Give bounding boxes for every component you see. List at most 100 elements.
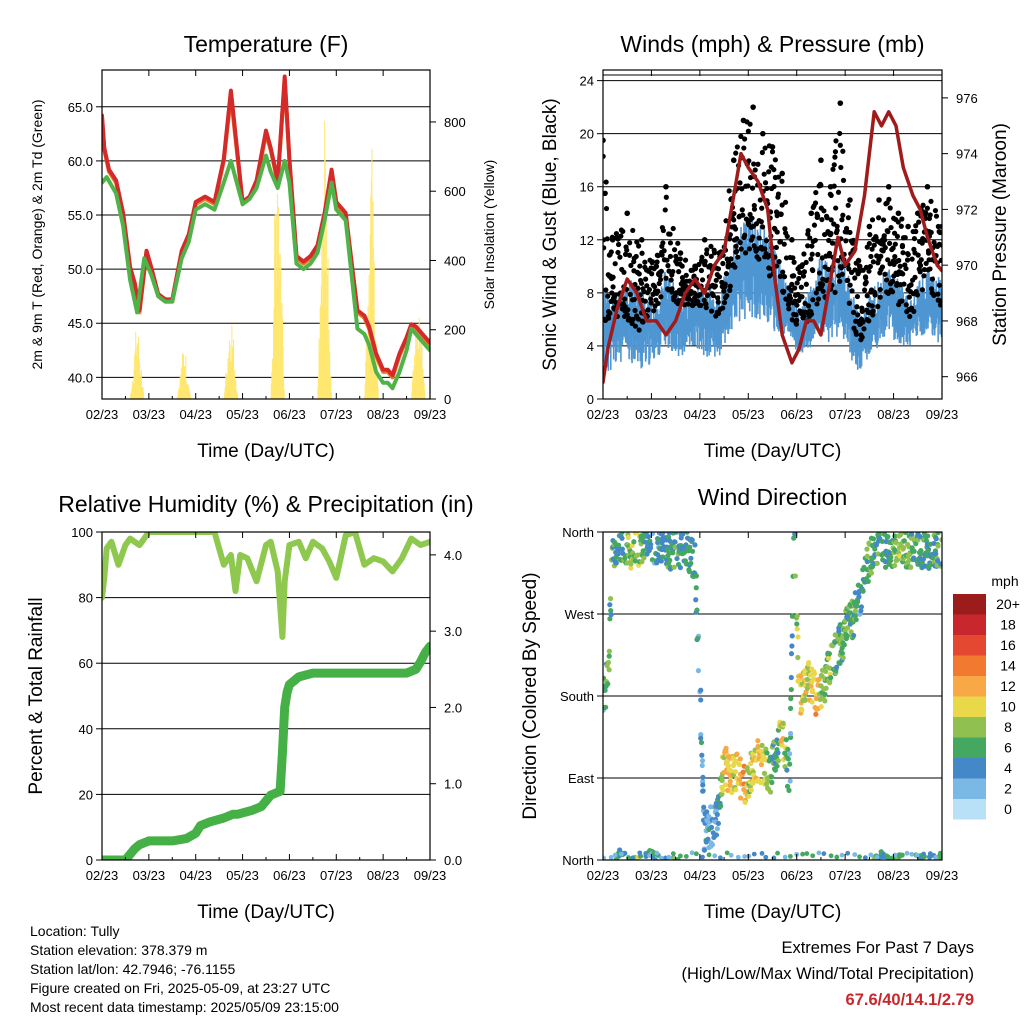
direction-point bbox=[775, 758, 781, 764]
gust-point bbox=[866, 268, 872, 274]
gust-point bbox=[928, 198, 934, 204]
y-tick-label: 50.0 bbox=[68, 262, 93, 277]
gust-point bbox=[911, 308, 917, 314]
gust-point bbox=[939, 242, 942, 248]
gust-point bbox=[670, 268, 676, 275]
direction-point bbox=[645, 534, 651, 540]
gust-point bbox=[645, 307, 651, 313]
gust-point bbox=[699, 277, 706, 283]
direction-point bbox=[735, 854, 741, 860]
y-tick-label: 16 bbox=[580, 180, 594, 195]
direction-point bbox=[666, 854, 672, 860]
y-axis-label: Direction (Colored By Speed) bbox=[520, 572, 541, 819]
gust-point bbox=[745, 128, 751, 134]
direction-point bbox=[713, 832, 720, 838]
gust-point bbox=[919, 287, 925, 293]
direction-point bbox=[742, 799, 748, 805]
gust-point bbox=[724, 293, 730, 299]
gust-point bbox=[640, 319, 646, 325]
gust-point bbox=[875, 303, 881, 310]
gust-point bbox=[832, 154, 838, 160]
direction-point bbox=[628, 561, 634, 567]
direction-point bbox=[706, 852, 712, 858]
direction-point bbox=[925, 548, 931, 554]
direction-point bbox=[607, 602, 613, 608]
direction-point bbox=[693, 851, 699, 857]
colorbar-swatch bbox=[953, 758, 986, 779]
panel-temperature: 02/23 03/23 04/23 05/23 06/23 07/23 08/23 09/23… bbox=[29, 31, 497, 462]
gust-point bbox=[676, 269, 682, 275]
gust-point bbox=[778, 211, 784, 217]
gust-point bbox=[756, 256, 762, 262]
gust-point bbox=[869, 246, 875, 252]
series-direction bbox=[603, 532, 942, 860]
gust-point bbox=[895, 210, 902, 217]
direction-point bbox=[826, 655, 832, 661]
direction-point bbox=[844, 625, 851, 631]
direction-point bbox=[694, 607, 700, 613]
x-tick-label: 03/23 bbox=[133, 407, 166, 422]
gust-point bbox=[766, 169, 772, 175]
direction-point bbox=[659, 539, 665, 545]
gust-point bbox=[885, 257, 891, 263]
gust-point bbox=[818, 182, 824, 188]
gust-point bbox=[711, 250, 718, 256]
colorbar-swatch bbox=[953, 696, 986, 717]
gust-point bbox=[867, 232, 873, 238]
series-line-temp_2m bbox=[102, 74, 430, 378]
direction-point bbox=[612, 852, 618, 858]
gust-point bbox=[834, 227, 840, 234]
direction-point bbox=[698, 739, 705, 746]
direction-point bbox=[619, 851, 624, 857]
gust-point bbox=[889, 278, 896, 284]
direction-point bbox=[870, 536, 877, 542]
direction-point bbox=[720, 787, 726, 793]
gust-point bbox=[802, 309, 809, 315]
gust-point bbox=[913, 228, 919, 235]
direction-point bbox=[693, 573, 700, 579]
gust-point bbox=[794, 280, 800, 286]
gust-point bbox=[759, 149, 765, 156]
direction-point bbox=[911, 555, 917, 561]
gust-point bbox=[657, 276, 664, 283]
gust-point bbox=[831, 162, 837, 168]
plot-area bbox=[102, 532, 430, 860]
direction-point bbox=[826, 651, 832, 657]
x-axis-label: Time (Day/UTC) bbox=[704, 902, 842, 923]
direction-point bbox=[879, 854, 885, 860]
gust-point bbox=[895, 219, 901, 225]
gust-point bbox=[760, 130, 766, 137]
direction-point bbox=[613, 560, 619, 566]
direction-point bbox=[686, 569, 693, 575]
direction-point bbox=[641, 555, 647, 561]
gust-point bbox=[905, 223, 911, 230]
gust-point bbox=[699, 254, 705, 260]
gust-point bbox=[794, 317, 800, 323]
gust-point bbox=[751, 206, 758, 212]
direction-point bbox=[687, 544, 693, 550]
x-tick-label: 06/23 bbox=[780, 407, 813, 422]
gust-point bbox=[734, 144, 740, 150]
colorbar-label: 8 bbox=[1004, 719, 1012, 735]
station-latlon: Station lat/lon: 42.7946; -76.1155 bbox=[30, 961, 236, 977]
gust-point bbox=[715, 266, 722, 272]
direction-point bbox=[911, 548, 917, 554]
y-tick-label: North bbox=[562, 525, 594, 540]
gust-point bbox=[869, 217, 876, 223]
direction-point bbox=[733, 758, 739, 764]
x-tick-label: 05/23 bbox=[226, 407, 259, 422]
y-axis-label: 2m & 9m T (Red, Orange) & 2m Td (Green) bbox=[29, 100, 45, 370]
direction-point bbox=[810, 853, 816, 859]
direction-point bbox=[701, 847, 708, 853]
x-tick-label: 08/23 bbox=[877, 407, 910, 422]
gust-point bbox=[837, 142, 843, 148]
gust-point bbox=[854, 304, 860, 310]
gust-point bbox=[911, 235, 918, 242]
direction-point bbox=[605, 681, 611, 687]
gust-point bbox=[781, 288, 787, 294]
direction-point bbox=[868, 570, 875, 576]
gust-point bbox=[878, 253, 884, 259]
direction-point bbox=[608, 612, 614, 618]
y2-tick-label: 974 bbox=[956, 147, 978, 162]
direction-point bbox=[654, 850, 660, 856]
